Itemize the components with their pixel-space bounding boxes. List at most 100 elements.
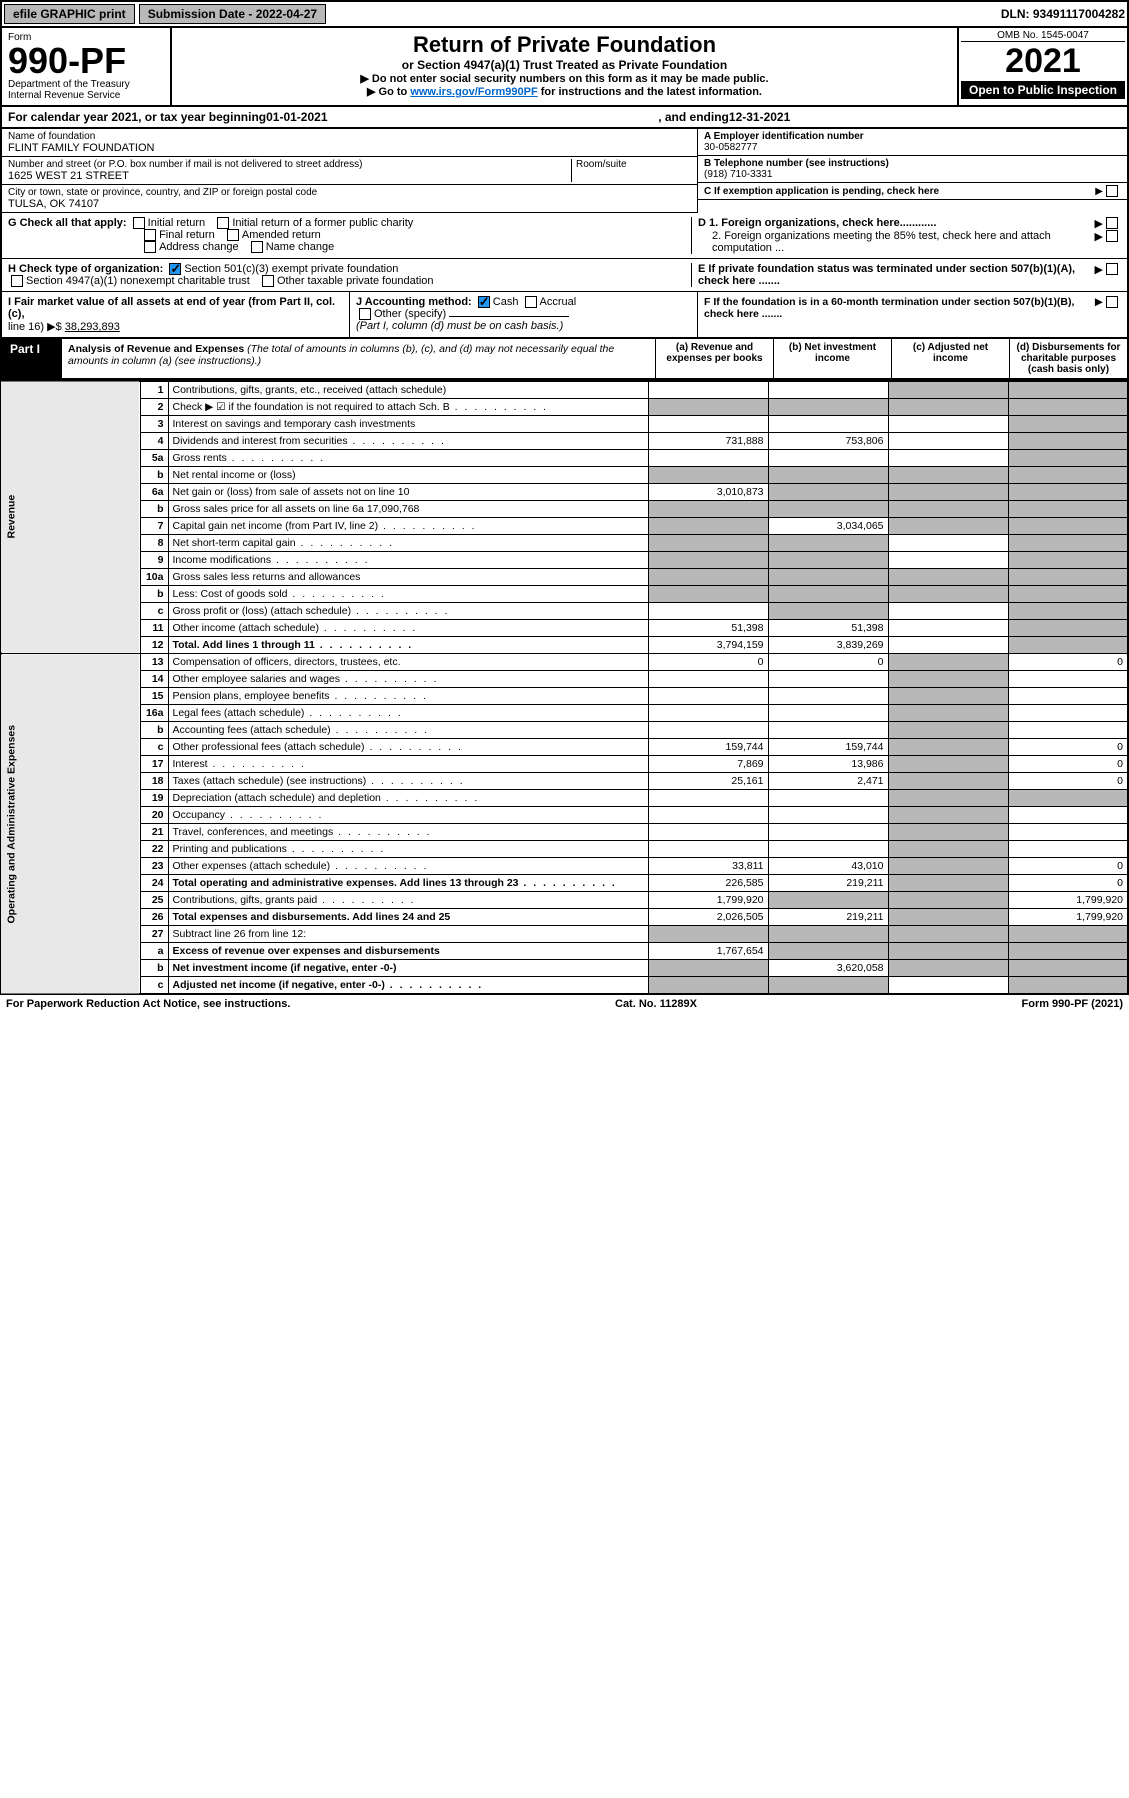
form-header-mid: Return of Private Foundation or Section … <box>172 28 957 105</box>
row-desc: Total expenses and disbursements. Add li… <box>168 909 648 926</box>
cell-ds: 1,799,920 <box>1008 892 1128 909</box>
row-num: 13 <box>140 654 168 671</box>
cal-end: 12-31-2021 <box>729 110 790 124</box>
g-chk-5[interactable] <box>251 241 263 253</box>
cell-ds <box>1008 977 1128 995</box>
cell-c <box>888 688 1008 705</box>
row-desc: Taxes (attach schedule) (see instruction… <box>168 773 648 790</box>
cell-b <box>768 416 888 433</box>
cell-ds <box>1008 381 1128 399</box>
cell-ds <box>1008 824 1128 841</box>
row-num: 19 <box>140 790 168 807</box>
row-desc: Travel, conferences, and meetings <box>168 824 648 841</box>
g-opt-3: Amended return <box>242 229 321 241</box>
cell-c <box>888 909 1008 926</box>
cell-a <box>648 722 768 739</box>
f-block: F If the foundation is in a 60-month ter… <box>697 292 1127 337</box>
ijf-row: I Fair market value of all assets at end… <box>0 292 1129 339</box>
form-header-left: Form 990-PF Department of the Treasury I… <box>2 28 172 105</box>
f-checkbox[interactable] <box>1106 296 1118 308</box>
cell-c <box>888 756 1008 773</box>
cal-a: For calendar year 2021, or tax year begi… <box>8 110 266 124</box>
footer-right: Form 990-PF (2021) <box>1022 998 1123 1010</box>
h-row: H Check type of organization: Section 50… <box>0 259 1129 292</box>
form-link[interactable]: www.irs.gov/Form990PF <box>410 86 537 98</box>
i-line: line 16) ▶$ <box>8 321 62 333</box>
d2-checkbox[interactable] <box>1106 230 1118 242</box>
e-checkbox[interactable] <box>1106 263 1118 275</box>
row-desc: Total. Add lines 1 through 11 <box>168 637 648 654</box>
cell-a <box>648 535 768 552</box>
phone-cell: B Telephone number (see instructions) (9… <box>698 156 1127 183</box>
cell-ds: 1,799,920 <box>1008 909 1128 926</box>
cell-ds <box>1008 535 1128 552</box>
form-number: 990-PF <box>8 43 164 79</box>
row-desc: Subtract line 26 from line 12: <box>168 926 648 943</box>
table-row: bNet investment income (if negative, ent… <box>1 960 1128 977</box>
cell-c <box>888 824 1008 841</box>
form-header-right: OMB No. 1545-0047 2021 Open to Public In… <box>957 28 1127 105</box>
j-other-chk[interactable] <box>359 308 371 320</box>
cell-ds <box>1008 960 1128 977</box>
row-num: b <box>140 467 168 484</box>
cell-b: 159,744 <box>768 739 888 756</box>
cell-b <box>768 381 888 399</box>
cell-ds <box>1008 722 1128 739</box>
address-cell: Number and street (or P.O. box number if… <box>2 157 697 185</box>
cell-c <box>888 654 1008 671</box>
phone-value: (918) 710-3331 <box>704 169 1121 180</box>
cell-ds <box>1008 399 1128 416</box>
note2-a: ▶ Go to <box>367 86 410 98</box>
cell-a <box>648 705 768 722</box>
g-chk-3[interactable] <box>227 229 239 241</box>
name-block: Name of foundation FLINT FAMILY FOUNDATI… <box>0 129 1129 213</box>
table-row: 8Net short-term capital gain <box>1 535 1128 552</box>
row-desc: Gross rents <box>168 450 648 467</box>
h-chk-2[interactable] <box>11 275 23 287</box>
calendar-row: For calendar year 2021, or tax year begi… <box>0 107 1129 129</box>
j-accrual-chk[interactable] <box>525 296 537 308</box>
cal-b: , and ending <box>658 110 729 124</box>
cell-b: 51,398 <box>768 620 888 637</box>
g-chk-0[interactable] <box>133 217 145 229</box>
table-row: cAdjusted net income (if negative, enter… <box>1 977 1128 995</box>
h-opt-1: Section 501(c)(3) exempt private foundat… <box>184 263 398 275</box>
h-chk-3[interactable] <box>262 275 274 287</box>
table-row: 5aGross rents <box>1 450 1128 467</box>
cell-b <box>768 943 888 960</box>
j-cash-chk[interactable] <box>478 296 490 308</box>
g-chk-1[interactable] <box>217 217 229 229</box>
room-label: Room/suite <box>571 159 691 182</box>
g-block: G Check all that apply: Initial return I… <box>8 217 691 254</box>
efile-button[interactable]: efile GRAPHIC print <box>4 4 135 24</box>
table-row: 6aNet gain or (loss) from sale of assets… <box>1 484 1128 501</box>
g-opt-1: Initial return of a former public charit… <box>232 217 413 229</box>
cell-c <box>888 671 1008 688</box>
cell-ds <box>1008 705 1128 722</box>
cell-b <box>768 705 888 722</box>
g-chk-2[interactable] <box>144 229 156 241</box>
row-num: 3 <box>140 416 168 433</box>
addr-label: Number and street (or P.O. box number if… <box>8 159 571 170</box>
e-label: E If private foundation status was termi… <box>698 263 1095 287</box>
row-num: 7 <box>140 518 168 535</box>
j-accrual: Accrual <box>540 296 577 308</box>
cell-a <box>648 518 768 535</box>
open-inspection: Open to Public Inspection <box>961 81 1125 99</box>
g-chk-4[interactable] <box>144 241 156 253</box>
h-chk-1[interactable] <box>169 263 181 275</box>
row-desc: Net investment income (if negative, ente… <box>168 960 648 977</box>
table-row: Operating and Administrative Expenses13C… <box>1 654 1128 671</box>
cell-c <box>888 450 1008 467</box>
d1-checkbox[interactable] <box>1106 217 1118 229</box>
table-row: 11Other income (attach schedule)51,39851… <box>1 620 1128 637</box>
table-row: 20Occupancy <box>1 807 1128 824</box>
table-row: 15Pension plans, employee benefits <box>1 688 1128 705</box>
table-row: 17Interest7,86913,9860 <box>1 756 1128 773</box>
col-b-hdr: (b) Net investment income <box>773 339 891 378</box>
cell-c <box>888 926 1008 943</box>
cell-ds <box>1008 518 1128 535</box>
c-label: C If exemption application is pending, c… <box>704 186 1095 197</box>
cell-a <box>648 671 768 688</box>
c-checkbox[interactable] <box>1106 185 1118 197</box>
